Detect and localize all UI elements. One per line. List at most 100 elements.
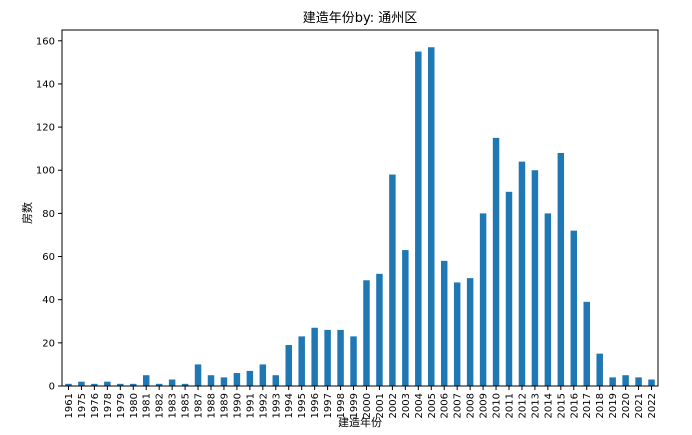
x-tick-label-1989: 1989 — [219, 393, 230, 418]
x-tick-label-1998: 1998 — [336, 393, 347, 418]
bar-2019 — [609, 377, 616, 386]
bar-1989 — [220, 377, 228, 386]
x-tick-label-2003: 2003 — [401, 393, 412, 418]
x-tick-label-1979: 1979 — [116, 393, 127, 418]
bar-1981 — [142, 375, 150, 386]
bar-1983 — [168, 379, 176, 386]
x-tick-label-1999: 1999 — [349, 393, 360, 418]
bar-1980 — [130, 383, 137, 386]
x-tick-label-1985: 1985 — [181, 393, 192, 418]
bar-2018 — [596, 353, 603, 386]
bar-2017 — [583, 301, 590, 386]
y-tick-label-20: 20 — [42, 338, 55, 349]
bar-2001 — [376, 273, 383, 386]
bar-1979 — [117, 383, 124, 386]
bar-2016 — [570, 230, 578, 386]
x-tick-label-1978: 1978 — [103, 393, 114, 418]
bar-1961 — [65, 383, 72, 386]
x-tick-label-2013: 2013 — [530, 393, 541, 418]
x-tick-label-1995: 1995 — [297, 393, 308, 418]
bar-2022 — [648, 379, 655, 386]
y-tick-label-40: 40 — [42, 295, 55, 306]
x-tick-label-2005: 2005 — [427, 393, 438, 418]
x-tick-label-1994: 1994 — [284, 393, 295, 418]
x-tick-label-2001: 2001 — [375, 393, 386, 418]
x-tick-label-1980: 1980 — [129, 393, 140, 418]
plot-area — [61, 29, 659, 387]
x-tick-label-1982: 1982 — [155, 393, 166, 418]
bar-1992 — [259, 364, 267, 386]
x-tick-label-1961: 1961 — [64, 393, 75, 418]
x-tick-label-2014: 2014 — [543, 393, 554, 418]
x-axis: 1961 1975 1976 1978 1979 1980 1981 1982 1983 1985… — [64, 386, 658, 418]
y-tick-label-160: 160 — [36, 36, 55, 47]
y-tick-label-100: 100 — [36, 166, 55, 177]
x-tick-label-1988: 1988 — [207, 393, 218, 418]
bar-1993 — [272, 375, 280, 386]
bar-1991 — [246, 370, 254, 386]
x-tick-label-1992: 1992 — [258, 393, 269, 418]
bar-2009 — [479, 213, 487, 386]
x-tick-label-1993: 1993 — [271, 393, 282, 418]
x-tick-label-1983: 1983 — [168, 393, 179, 418]
bar-2020 — [622, 375, 629, 386]
y-tick-label-140: 140 — [36, 79, 55, 90]
x-tick-label-1997: 1997 — [323, 393, 334, 418]
x-tick-label-2010: 2010 — [492, 393, 503, 418]
x-tick-label-1990: 1990 — [232, 393, 243, 418]
bar-2015 — [557, 152, 565, 386]
y-tick-label-80: 80 — [42, 209, 55, 220]
bar-2004 — [415, 51, 422, 386]
bar-1999 — [350, 336, 357, 386]
x-tick-label-2018: 2018 — [595, 393, 606, 418]
x-tick-label-1987: 1987 — [194, 393, 205, 418]
bar-2006 — [440, 260, 448, 386]
bar-2000 — [363, 280, 370, 386]
x-tick-label-1991: 1991 — [245, 393, 256, 418]
chart-title: 建造年份by: 通州区 — [303, 11, 418, 26]
bar-1975 — [78, 381, 85, 386]
x-tick-label-1996: 1996 — [310, 393, 321, 418]
bar-2002 — [389, 174, 396, 386]
bar-1995 — [298, 336, 305, 386]
x-tick-label-1976: 1976 — [90, 393, 101, 418]
bar-2012 — [518, 161, 526, 386]
bar-1997 — [324, 329, 331, 386]
bar-1976 — [91, 383, 98, 386]
x-tick-label-2007: 2007 — [453, 393, 464, 418]
bar-1988 — [207, 375, 215, 386]
bar-2008 — [466, 278, 474, 386]
x-tick-label-2016: 2016 — [569, 393, 580, 418]
y-axis: 0 20 40 60 80 100 120 140 160 — [36, 36, 62, 393]
bar-1982 — [155, 383, 163, 386]
plot-frame — [61, 29, 659, 387]
bar-2007 — [453, 282, 461, 386]
x-tick-label-1981: 1981 — [142, 393, 153, 418]
x-tick-label-2006: 2006 — [440, 393, 451, 418]
bar-1994 — [285, 345, 292, 386]
x-tick-label-2019: 2019 — [608, 393, 619, 418]
x-tick-label-2020: 2020 — [621, 393, 632, 418]
bar-1990 — [233, 373, 241, 386]
bar-1985 — [181, 383, 189, 386]
x-tick-label-2008: 2008 — [466, 393, 477, 418]
bar-2013 — [531, 170, 539, 386]
x-tick-label-2022: 2022 — [647, 393, 658, 418]
bar-2021 — [635, 377, 642, 386]
bar-1978 — [104, 381, 111, 386]
y-tick-label-120: 120 — [36, 123, 55, 134]
bar-2010 — [492, 137, 500, 386]
x-tick-label-1975: 1975 — [77, 393, 88, 418]
x-tick-label-2000: 2000 — [362, 393, 373, 418]
y-axis-label: 房数 — [21, 202, 34, 224]
x-axis-label: 建造年份 — [338, 415, 382, 429]
bar-2003 — [402, 250, 409, 386]
bar-2011 — [505, 191, 513, 386]
bar-2005 — [428, 47, 435, 386]
x-tick-label-2012: 2012 — [517, 393, 528, 418]
bar-1987 — [194, 364, 202, 386]
x-tick-label-2004: 2004 — [414, 393, 425, 418]
bar-2014 — [544, 213, 552, 386]
